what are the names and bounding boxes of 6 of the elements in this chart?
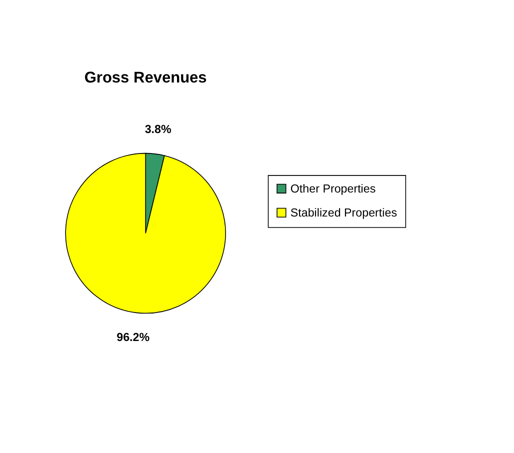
data-label: 96.2% (116, 331, 150, 344)
chart-title: Gross Revenues (84, 70, 207, 87)
data-label: 3.8% (144, 123, 172, 136)
pie-slice (65, 152, 226, 314)
legend-label: Other Properties (290, 182, 376, 196)
legend-label: Stabilized Properties (290, 206, 398, 220)
